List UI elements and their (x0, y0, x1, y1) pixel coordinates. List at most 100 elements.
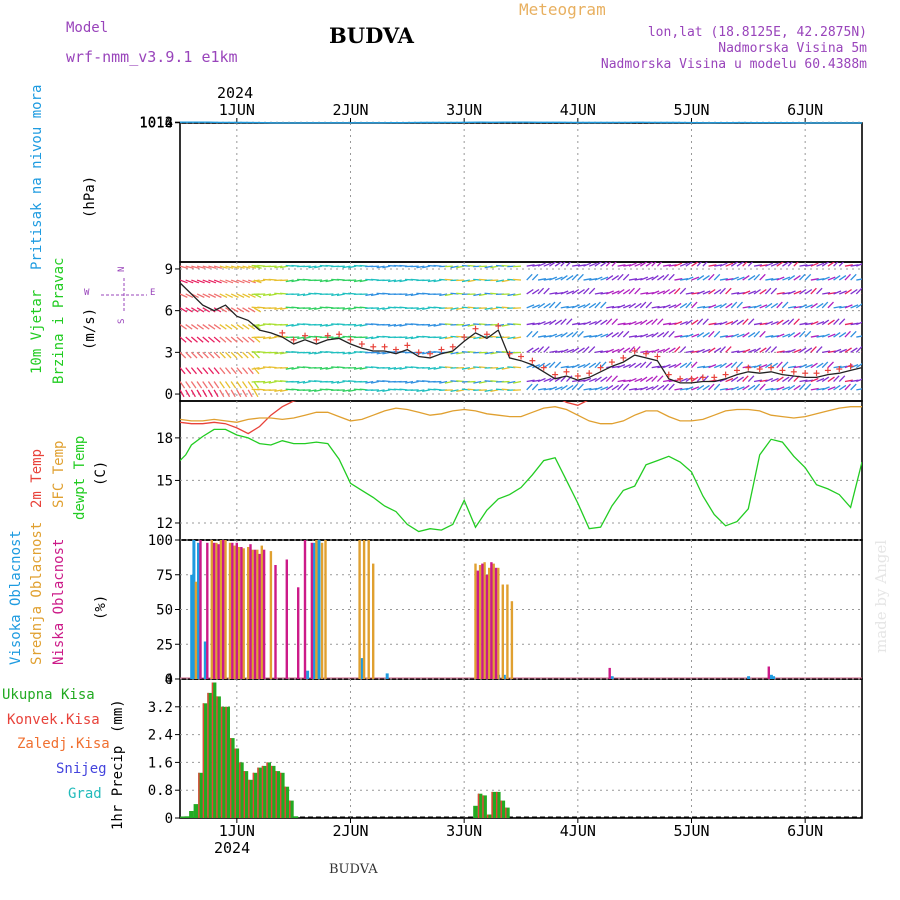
wind-barb (628, 346, 635, 353)
wind-barb (236, 381, 242, 389)
wind-barb (748, 305, 757, 309)
wind-barb (611, 262, 617, 267)
wind-barb (191, 265, 200, 269)
wind-barb (782, 291, 791, 295)
wind-barb (656, 318, 664, 326)
wind-barb (554, 262, 563, 267)
wind-barb (348, 351, 357, 355)
wind-barb (645, 291, 655, 295)
wind-barb (617, 383, 624, 391)
wind-barb (537, 346, 545, 353)
wind-barb (839, 365, 848, 369)
wind-barb (770, 302, 779, 309)
precip-legend-total: Ukupna Kisa (2, 687, 95, 703)
wind-barb (742, 384, 750, 391)
wind-barb (691, 262, 699, 267)
wind-barb (696, 262, 703, 267)
cloud-mid-bar (260, 545, 263, 679)
wind-barb (861, 380, 862, 382)
wind-barb (279, 265, 289, 269)
cloud-low-bar (235, 542, 238, 679)
wind-barb (297, 380, 306, 384)
wind-barb (594, 333, 603, 338)
wind-barb (456, 351, 465, 355)
wind-barb (799, 363, 808, 369)
wind-barb (588, 362, 597, 369)
wind-barb (196, 389, 202, 398)
wind-barb (242, 367, 249, 375)
wind-barb (821, 361, 829, 369)
precip-legend-snow: Snijeg (56, 761, 107, 777)
wind-barb (679, 287, 687, 295)
wind-barb (680, 278, 689, 281)
wind-barb (554, 350, 564, 353)
wind-barb (549, 376, 557, 383)
wind-barb (765, 320, 774, 326)
wind-barb (668, 363, 677, 369)
wind-barb (844, 330, 851, 338)
wind-barb (753, 330, 761, 338)
wind-barb (702, 332, 710, 338)
wind-barb (473, 336, 482, 340)
precip-total-bar (280, 772, 285, 818)
wind-barb (662, 347, 671, 353)
wind-barb (387, 323, 397, 327)
precip-total-bar (243, 771, 249, 818)
wind-barb (526, 264, 535, 267)
cloud-low-bar (206, 542, 209, 679)
wind-barb (736, 262, 744, 267)
wind-barb (617, 264, 626, 267)
wind-barb (804, 363, 813, 369)
wind-barb (753, 288, 761, 295)
wind-barb (262, 336, 272, 340)
wind-barb (537, 278, 547, 281)
wind-barb (526, 379, 535, 383)
wind-barb (719, 302, 727, 309)
wind-barb (810, 346, 817, 353)
wind-barb (634, 262, 643, 267)
wind-barb (639, 376, 648, 383)
wind-barb (804, 383, 812, 391)
wind-barb (731, 386, 739, 391)
wind-barb (793, 348, 802, 353)
precip-total-bar (293, 816, 299, 818)
wind-barb (656, 375, 664, 382)
wind-barb (793, 318, 800, 326)
wind-barb (639, 301, 647, 309)
wind-barb (291, 279, 300, 283)
cloud-high-bar (360, 658, 364, 679)
wind-barb (180, 367, 186, 375)
wind-barb (827, 301, 834, 309)
wind-barb (799, 379, 808, 383)
wind-barb (532, 304, 541, 309)
wind-barb (484, 389, 493, 393)
wind-barb (725, 302, 733, 309)
precip-conv-bar (280, 772, 282, 818)
wind-barb (713, 363, 722, 369)
wind-barb (770, 335, 780, 338)
wind-barb (537, 387, 547, 391)
wind-barb (219, 293, 228, 298)
wind-barb (764, 287, 772, 295)
wind-barb (821, 376, 830, 383)
wind-barb (850, 383, 857, 391)
wind-barb (560, 318, 567, 325)
wind-barb (594, 301, 601, 309)
wind-barb (196, 265, 205, 269)
wind-barb (639, 319, 648, 326)
wind-barb (444, 293, 453, 297)
wind-barb (810, 320, 819, 326)
wind-barb (810, 278, 819, 281)
wind-barb (571, 347, 580, 353)
wind-barb (691, 350, 700, 353)
wind-barb (242, 324, 250, 330)
precip-legend-grad: Grad (68, 786, 102, 802)
cloud-mid-bar (233, 545, 236, 679)
wind-barb (776, 301, 783, 309)
x-tick-label-top: 4JUN (560, 101, 596, 119)
wind-barb (543, 346, 550, 353)
wind-barb (410, 293, 419, 297)
wind-barb (588, 262, 597, 267)
wind-barb (565, 375, 573, 382)
wind-barb (185, 351, 192, 359)
